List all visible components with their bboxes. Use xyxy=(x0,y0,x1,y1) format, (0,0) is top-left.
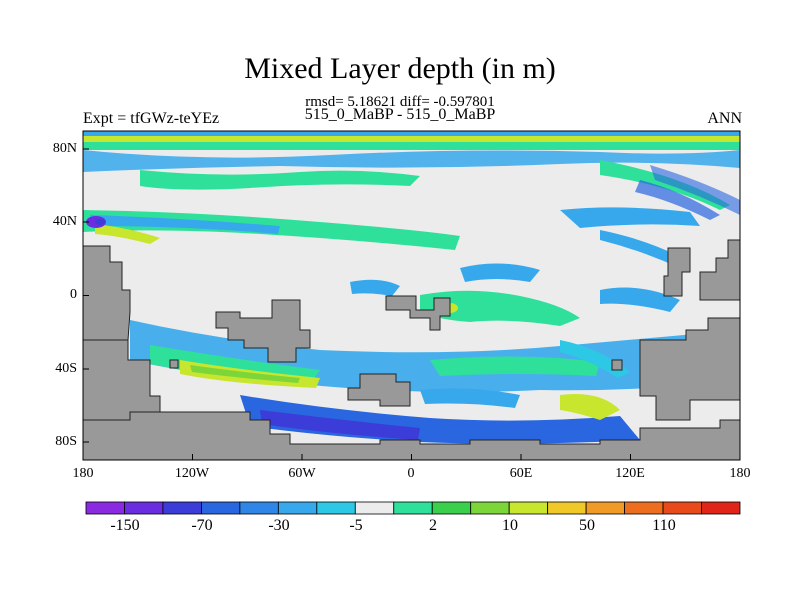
colorbar-swatch xyxy=(316,501,356,515)
arctic-band xyxy=(83,150,740,172)
north-atlantic-band xyxy=(635,180,720,220)
y-tick-label: 40N xyxy=(52,214,77,229)
chart-title: Mixed Layer depth (in m) xyxy=(244,52,556,85)
colorbar-label: -150 xyxy=(110,517,140,534)
x-tick-label: 60E xyxy=(509,466,533,481)
colorbar-label: 110 xyxy=(652,517,676,534)
y-tick-label: 80S xyxy=(55,434,77,449)
x-tick-label: 180 xyxy=(72,466,94,481)
colorbar-swatch xyxy=(585,501,625,515)
land-southern-africa xyxy=(347,373,411,407)
colorbar-swatch xyxy=(162,501,202,515)
arctic-band xyxy=(83,131,740,139)
map-panel xyxy=(82,130,741,461)
colorbar-label: 2 xyxy=(429,517,437,534)
x-tick-label: 180 xyxy=(729,466,751,481)
colorbar-swatch xyxy=(124,501,164,515)
x-tick-label: 60W xyxy=(288,466,316,481)
land-antarctica xyxy=(82,395,741,461)
kuroshio-anomaly xyxy=(95,219,105,225)
experiment-label: Expt = tfGWz-teYEz xyxy=(83,110,220,127)
antarctic-coastal-band xyxy=(420,388,520,408)
colorbar xyxy=(85,501,741,515)
land-south-pacific-coast xyxy=(82,339,161,421)
north-pacific-band xyxy=(90,215,280,234)
arctic-band xyxy=(83,136,740,142)
colorbar-label: -70 xyxy=(191,517,213,534)
antarctic-coastal-band xyxy=(560,394,620,420)
land-south-america xyxy=(215,299,311,363)
colorbar-label: -30 xyxy=(268,517,290,534)
colorbar-swatch xyxy=(662,501,702,515)
colorbar-swatch xyxy=(393,501,433,515)
arctic-band xyxy=(83,142,740,150)
colorbar-swatch xyxy=(470,501,510,515)
y-tick-label: 40S xyxy=(55,361,77,376)
antarctic-coastal-band xyxy=(260,410,420,440)
land-eurasia-east xyxy=(699,239,741,301)
colorbar-swatch xyxy=(508,501,549,515)
tropical-patch xyxy=(420,290,580,326)
north-pacific-band xyxy=(95,224,160,244)
colorbar-swatch xyxy=(239,501,279,515)
land-small-island xyxy=(611,359,623,371)
land-east-asia-island xyxy=(663,247,691,297)
colorbar-label: -5 xyxy=(349,517,363,534)
colorbar-swatch xyxy=(201,501,241,515)
colorbar-swatch xyxy=(701,501,741,515)
land-africa xyxy=(385,295,451,331)
arctic-band xyxy=(140,170,420,190)
southern-ocean-band xyxy=(190,365,300,383)
colorbar-swatch xyxy=(431,501,472,515)
cases-subtitle: 515_0_MaBP - 515_0_MaBP xyxy=(304,106,496,123)
colorbar-swatch xyxy=(354,501,395,515)
arctic-band xyxy=(600,160,730,210)
colorbar-swatch xyxy=(85,501,125,515)
tropical-patch xyxy=(350,279,400,296)
stats-subtitle: rmsd= 5.18621 diff= -0.597801 xyxy=(305,94,495,110)
y-tick-label: 80N xyxy=(52,141,77,156)
southern-ocean-band xyxy=(430,356,600,376)
colorbar-label: 10 xyxy=(502,517,518,534)
land-small-island xyxy=(169,359,179,369)
season-label: ANN xyxy=(707,110,742,127)
colorbar-label: 50 xyxy=(579,517,595,534)
x-tick-label: 120W xyxy=(174,466,210,481)
axis-ticks xyxy=(82,148,741,460)
north-atlantic-band xyxy=(560,207,700,228)
land-masses xyxy=(82,239,741,461)
colorbar-swatch xyxy=(547,501,587,515)
x-tick-label: 0 xyxy=(407,466,415,481)
y-tick-label: 0 xyxy=(70,287,77,302)
x-tick-label: 120E xyxy=(615,466,645,481)
tropical-patch xyxy=(600,287,680,312)
arctic-band xyxy=(650,165,740,215)
colorbar-swatch xyxy=(277,501,318,515)
colorbar-swatch xyxy=(624,501,664,515)
tropical-patch xyxy=(460,263,540,282)
